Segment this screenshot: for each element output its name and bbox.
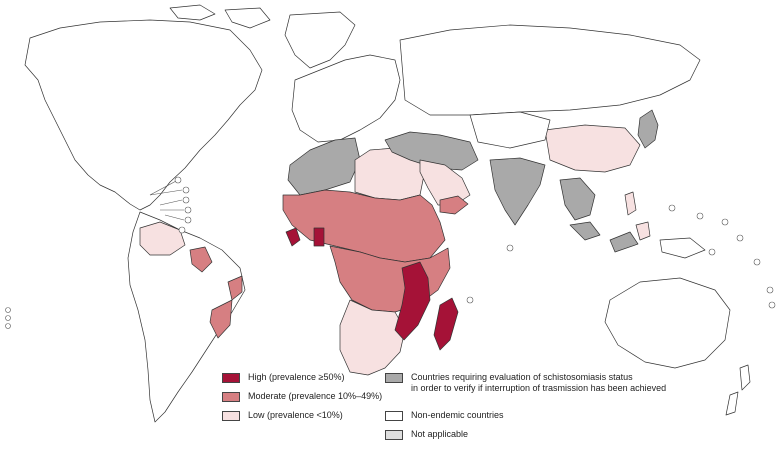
region-madagascar (433, 297, 459, 351)
legend-label-evaluation-line2: in order to verify if interruption of tr… (411, 383, 667, 393)
legend-label-evaluation-line1: Countries requiring evaluation of schist… (411, 372, 633, 382)
region-suriname (189, 246, 213, 273)
region-greenland (284, 11, 356, 69)
legend-swatch-not-applicable (385, 430, 403, 440)
region-indonesia (569, 221, 639, 253)
region-russia (399, 24, 701, 116)
region-new-guinea (659, 237, 706, 259)
region-philippines (624, 191, 651, 241)
region-libya-egypt (354, 147, 426, 201)
region-brazil-east (209, 275, 243, 339)
legend-swatch-moderate (222, 392, 240, 402)
legend-item-high: High (prevalence ≥50%) (222, 372, 345, 383)
legend-item-low: Low (prevalence <10%) (222, 410, 343, 421)
legend-label-moderate: Moderate (prevalence 10%–49%) (248, 391, 383, 401)
legend-swatch-high (222, 373, 240, 383)
region-southeast-asia (559, 177, 596, 221)
legend-swatch-non-endemic (385, 411, 403, 421)
region-japan (637, 109, 659, 149)
island-pointers (5, 176, 776, 329)
region-india (489, 157, 546, 226)
legend-swatch-low (222, 411, 240, 421)
region-central-asia (469, 111, 551, 149)
region-yemen-oman (439, 195, 469, 215)
region-new-zealand (725, 364, 751, 416)
region-north-america (24, 19, 263, 211)
region-south-america (127, 211, 246, 423)
legend-item-not-applicable: Not applicable (385, 429, 468, 440)
region-mozambique-malawi (394, 261, 431, 341)
legend-item-evaluation: Countries requiring evaluation of schist… (385, 372, 666, 394)
region-north-africa-west (287, 137, 361, 196)
region-middle-east (384, 131, 479, 171)
region-china (544, 124, 641, 173)
region-europe (291, 54, 401, 143)
legend-swatch-evaluation (385, 373, 403, 383)
region-sahel-west-africa (282, 189, 446, 263)
legend-item-moderate: Moderate (prevalence 10%–49%) (222, 391, 382, 402)
legend-label-not-applicable: Not applicable (411, 429, 469, 439)
region-liberia (285, 227, 301, 247)
legend-label-non-endemic: Non-endemic countries (411, 410, 504, 420)
region-southern-africa (339, 299, 406, 376)
region-arctic-islands (169, 4, 271, 29)
legend-item-non-endemic: Non-endemic countries (385, 410, 504, 421)
legend-label-high: High (prevalence ≥50%) (248, 372, 345, 382)
region-ghana (313, 227, 325, 247)
region-australia (604, 277, 731, 369)
region-venezuela (139, 221, 186, 256)
legend-label-low: Low (prevalence <10%) (248, 410, 343, 420)
